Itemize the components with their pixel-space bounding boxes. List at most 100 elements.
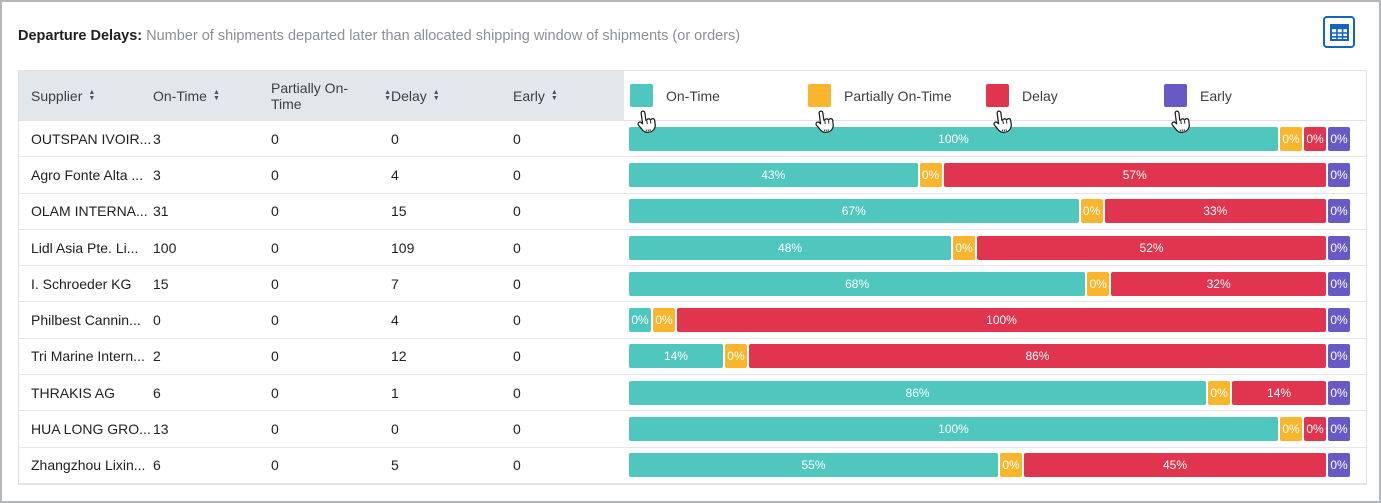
bar-segment-partially-on-time: 0% — [724, 344, 747, 369]
bar-segment-label: 0% — [955, 240, 973, 255]
early-cell: 0 — [513, 348, 521, 365]
bar-cell: 67% 0% 33% 0% — [624, 199, 1366, 224]
bar-segment-label: 0% — [1330, 167, 1348, 182]
bar-segment-label: 52% — [1139, 240, 1164, 255]
stacked-bar: 68% 0% 32% 0% — [629, 271, 1350, 296]
bar-segment-delay: 86% — [748, 344, 1326, 369]
page-title: Departure Delays: Number of shipments dep… — [18, 28, 740, 44]
bar-segment-label: 0% — [1282, 131, 1300, 146]
bar-cell: 100% 0% 0% 0% — [624, 417, 1366, 442]
supplier-name-cell: I. Schroeder KG — [31, 275, 132, 292]
sort-arrows-icon: ▲ ▼ — [550, 89, 558, 102]
bar-segment-label: 0% — [1330, 349, 1348, 364]
bar-segment-label: 86% — [1025, 349, 1050, 364]
delay-cell: 0 — [391, 130, 399, 147]
bar-segment-label: 14% — [663, 349, 688, 364]
bar-segment-partially-on-time: 0% — [653, 308, 675, 333]
stacked-bar: 48% 0% 52% 0% — [629, 235, 1350, 260]
partially-on-time-cell: 0 — [271, 275, 279, 292]
bar-segment-delay: 0% — [1304, 417, 1326, 442]
bar-segment-delay: 45% — [1024, 453, 1326, 478]
early-cell: 0 — [513, 203, 521, 220]
bar-segment-on-time: 55% — [629, 453, 999, 478]
bar-segment-delay: 14% — [1232, 380, 1326, 405]
delay-cell: 12 — [391, 348, 407, 365]
table-row: I. Schroeder KG 15 0 7 0 68% 0% 32% 0% — [19, 266, 1366, 303]
early-cell: 0 — [513, 166, 521, 183]
partially-on-time-cell: 0 — [271, 348, 279, 365]
bar-segment-label: 43% — [761, 167, 786, 182]
bar-segment-label: 86% — [905, 385, 930, 400]
bar-segment-partially-on-time: 0% — [1080, 199, 1103, 224]
column-header-early[interactable]: Early ▲ ▼ — [513, 88, 624, 104]
stacked-bar: 100% 0% 0% 0% — [629, 126, 1350, 151]
column-label: On-Time — [153, 87, 207, 104]
bar-segment-label: 0% — [631, 313, 649, 328]
bar-segment-on-time: 100% — [629, 417, 1278, 442]
stacked-bar: 86% 0% 14% 0% — [629, 380, 1350, 405]
sort-arrows-icon: ▲ ▼ — [88, 89, 96, 102]
table-body: OUTSPAN IVOIR... 3 0 0 0 100% 0% 0% 0% Agro Fonte… — [19, 121, 1366, 484]
bar-segment-on-time: 100% — [629, 126, 1278, 151]
bar-segment-partially-on-time: 0% — [1280, 126, 1302, 151]
bar-segment-early: 0% — [1328, 453, 1350, 478]
column-header-on-time[interactable]: On-Time ▲ ▼ — [153, 88, 271, 104]
early-cell: 0 — [513, 384, 521, 401]
column-headers: Supplier ▲ ▼ On-Time ▲ ▼ Partially On-Time ▲ ▼ De… — [19, 71, 624, 120]
bar-segment-label: 48% — [778, 240, 803, 255]
column-label: Partially On-Time — [271, 79, 349, 112]
table-header-row: Supplier ▲ ▼ On-Time ▲ ▼ Partially On-Time ▲ ▼ De… — [19, 71, 1366, 133]
bar-segment-partially-on-time: 0% — [1000, 453, 1023, 478]
bar-segment-partially-on-time: 0% — [919, 162, 942, 187]
bar-segment-early: 0% — [1328, 199, 1350, 224]
supplier-name-cell: Tri Marine Intern... — [31, 348, 145, 365]
widget-title-bar: Departure Delays: Number of shipments dep… — [2, 2, 1379, 70]
bar-segment-label: 32% — [1206, 276, 1231, 291]
bar-segment-on-time: 68% — [629, 271, 1086, 296]
on-time-cell: 6 — [153, 384, 161, 401]
early-cell: 0 — [513, 275, 521, 292]
column-label: Delay — [391, 87, 427, 104]
legend-swatch-delay[interactable] — [986, 84, 1009, 107]
on-time-cell: 0 — [153, 312, 161, 329]
stacked-bar: 0% 0% 100% 0% — [629, 308, 1350, 333]
bar-segment-partially-on-time: 0% — [953, 235, 976, 260]
legend-item-on-time[interactable]: On-Time — [630, 84, 808, 133]
legend-item-early[interactable]: Early — [1164, 84, 1342, 133]
legend-swatch-on-time[interactable] — [630, 84, 653, 107]
column-header-partially-on-time[interactable]: Partially On-Time ▲ ▼ — [271, 80, 391, 112]
bar-segment-label: 33% — [1203, 204, 1228, 219]
supplier-name-cell: Zhangzhou Lixin... — [31, 457, 146, 474]
column-header-supplier[interactable]: Supplier ▲ ▼ — [31, 88, 153, 104]
bar-segment-early: 0% — [1328, 417, 1350, 442]
bar-segment-delay: 32% — [1111, 271, 1326, 296]
delay-cell: 5 — [391, 457, 399, 474]
stacked-bar: 67% 0% 33% 0% — [629, 199, 1350, 224]
bar-segment-label: 0% — [1330, 385, 1348, 400]
bar-segment-label: 0% — [1282, 422, 1300, 437]
legend-swatch-early[interactable] — [1164, 84, 1187, 107]
legend-item-partially-on-time[interactable]: Partially On-Time — [808, 84, 986, 133]
bar-segment-label: 0% — [1306, 131, 1324, 146]
table-row: OUTSPAN IVOIR... 3 0 0 0 100% 0% 0% 0% — [19, 121, 1366, 158]
table-view-button[interactable] — [1323, 16, 1355, 48]
bar-segment-delay: 0% — [1304, 126, 1326, 151]
on-time-cell: 15 — [153, 275, 169, 292]
on-time-cell: 6 — [153, 457, 161, 474]
column-header-delay[interactable]: Delay ▲ ▼ — [391, 88, 513, 104]
delay-cell: 4 — [391, 166, 399, 183]
bar-segment-on-time: 14% — [629, 344, 723, 369]
legend-swatch-partially-on-time[interactable] — [808, 84, 831, 107]
partially-on-time-cell: 0 — [271, 421, 279, 438]
early-cell: 0 — [513, 239, 521, 256]
table-row: OLAM INTERNA... 31 0 15 0 67% 0% 33% 0% — [19, 193, 1366, 230]
bar-segment-label: 57% — [1122, 167, 1147, 182]
on-time-cell: 3 — [153, 166, 161, 183]
stacked-bar: 43% 0% 57% 0% — [629, 162, 1350, 187]
supplier-name-cell: HUA LONG GRO... — [31, 421, 151, 438]
table-row: Philbest Cannin... 0 0 4 0 0% 0% 100% 0% — [19, 302, 1366, 339]
legend-item-delay[interactable]: Delay — [986, 84, 1164, 133]
stacked-bar: 14% 0% 86% 0% — [629, 344, 1350, 369]
departure-delays-table: Supplier ▲ ▼ On-Time ▲ ▼ Partially On-Time ▲ ▼ De… — [18, 70, 1367, 485]
